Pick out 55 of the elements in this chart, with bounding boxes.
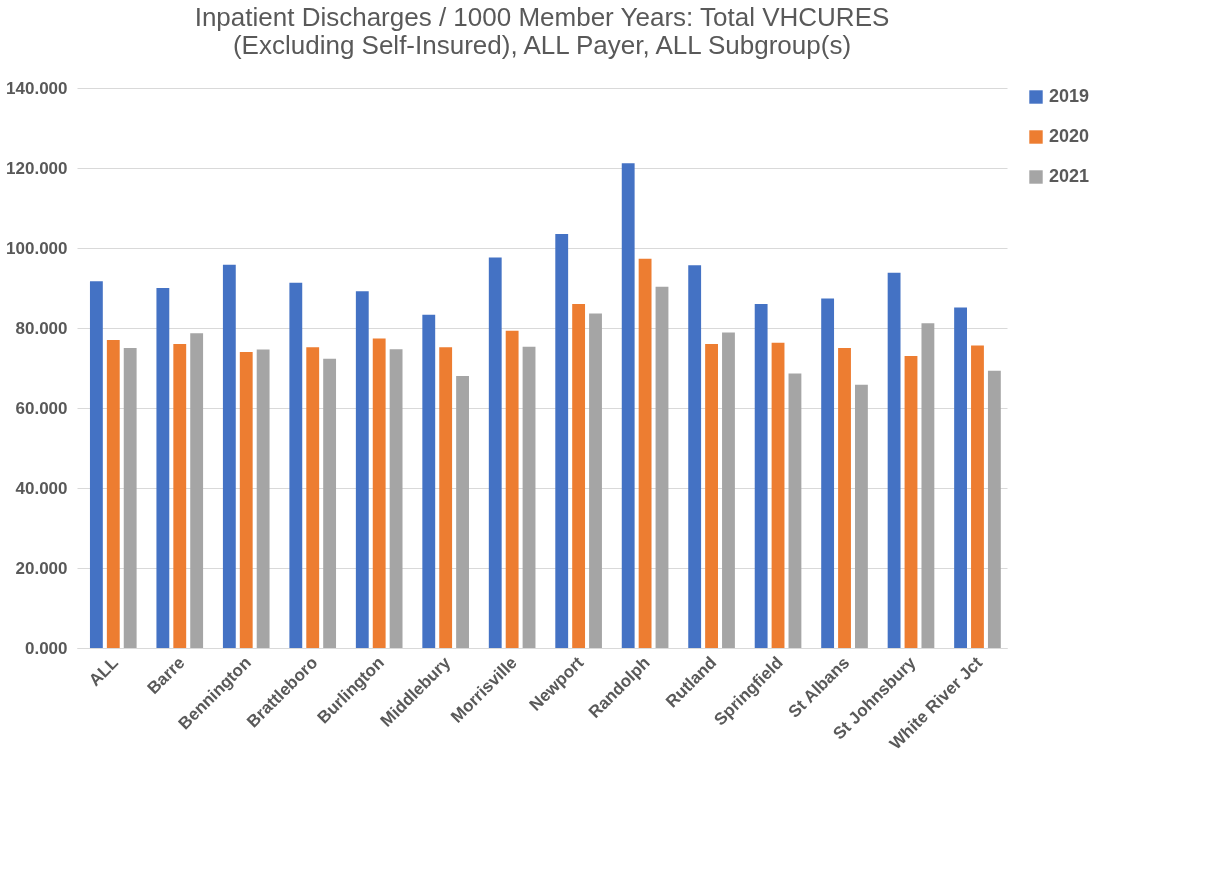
bar: [488, 257, 502, 648]
bar: [638, 258, 652, 648]
bar: [173, 344, 187, 648]
bar: [106, 340, 120, 648]
bar: [89, 281, 103, 648]
bar: [522, 346, 536, 648]
bar: [239, 352, 253, 648]
bar: [655, 286, 669, 648]
bar: [123, 348, 137, 648]
bar: [855, 384, 868, 648]
bar: [771, 342, 785, 648]
y-tick-label: 60.000: [15, 398, 68, 418]
y-tick-label: 140.000: [6, 78, 68, 98]
x-tick-label: ALL: [85, 653, 122, 690]
chart-title: Inpatient Discharges / 1000 Member Years: Total VHCURES (Excluding Self-Insured), ALL Payer, ALL Subgroup(s): [194, 2, 890, 60]
legend-label: 2020: [1049, 126, 1090, 146]
bar: [887, 272, 901, 648]
bar: [323, 358, 337, 648]
bar: [355, 291, 369, 648]
bar: [505, 330, 519, 648]
bar: [222, 264, 236, 648]
bar: [190, 333, 204, 648]
y-tick-label: 100.000: [6, 238, 68, 258]
bar: [372, 338, 386, 648]
y-tick-label: 0.000: [24, 638, 68, 658]
bar: [256, 349, 270, 648]
bar: [439, 347, 453, 648]
bar: [306, 347, 320, 648]
bar: [971, 345, 984, 648]
y-tick-label: 20.000: [15, 558, 68, 578]
bar: [555, 234, 569, 648]
legend-label: 2019: [1049, 86, 1090, 106]
bar: [722, 332, 735, 648]
bar: [754, 304, 768, 648]
bar: [688, 265, 702, 648]
bar: [904, 356, 918, 648]
bar: [456, 376, 469, 648]
bar: [838, 348, 851, 648]
y-tick-label: 80.000: [15, 318, 68, 338]
bar: [589, 313, 602, 648]
bar: [156, 288, 170, 648]
bar: [788, 373, 802, 648]
y-tick-label: 40.000: [15, 478, 68, 498]
bar: [621, 163, 635, 648]
bar: [921, 323, 935, 648]
bar: [987, 370, 1001, 648]
bar: [422, 314, 436, 648]
legend-label: 2021: [1049, 166, 1090, 186]
bar: [389, 349, 403, 648]
bar: [289, 282, 303, 648]
bar: [705, 344, 718, 648]
y-tick-label: 120.000: [6, 158, 68, 178]
bar: [572, 304, 586, 648]
bar: [821, 298, 835, 648]
bar: [954, 307, 967, 648]
